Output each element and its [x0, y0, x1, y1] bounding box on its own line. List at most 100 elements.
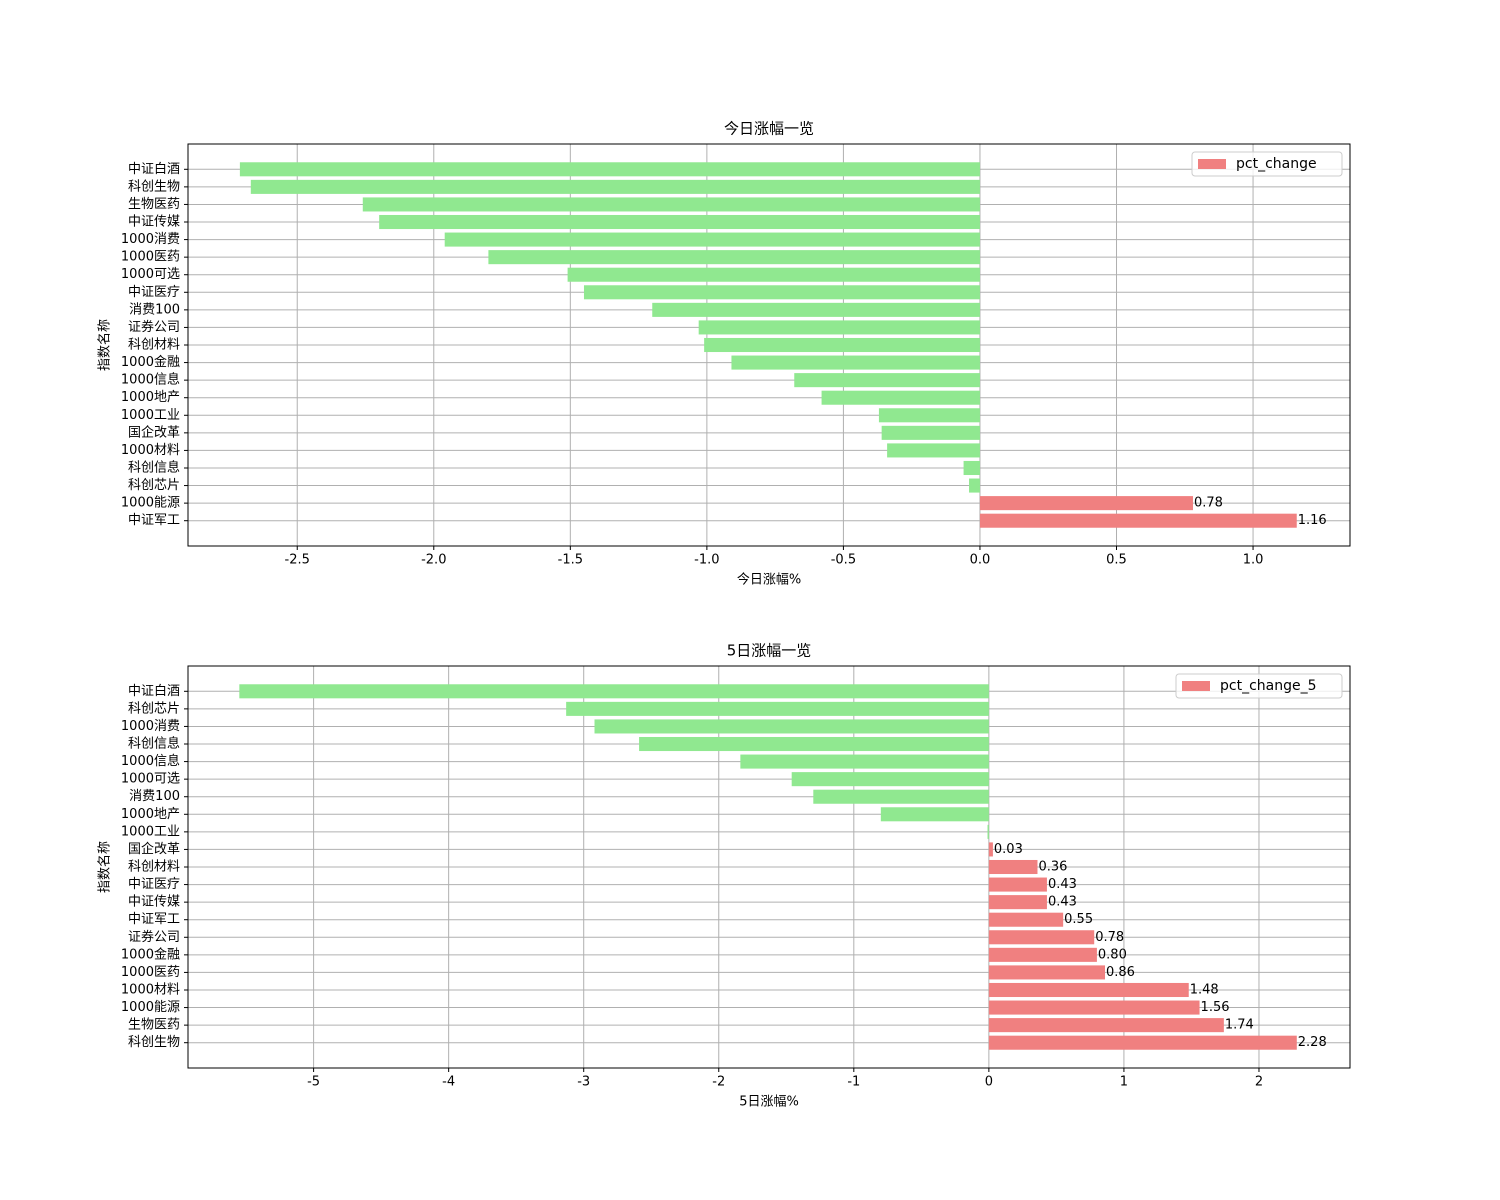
data-label: 0.78 — [1194, 496, 1223, 511]
bar — [594, 719, 989, 734]
y-tick-label: 科创生物 — [128, 179, 180, 194]
x-axis-label: 今日涨幅% — [737, 572, 801, 588]
data-label: 1.56 — [1201, 1000, 1230, 1015]
x-tick-label: 0.5 — [1106, 553, 1127, 568]
bar — [813, 789, 989, 804]
y-tick-label: 1000可选 — [121, 267, 180, 282]
y-tick-label: 1000材料 — [121, 982, 180, 997]
data-label: 1.74 — [1225, 1018, 1254, 1033]
legend-box — [1191, 151, 1343, 177]
data-label: 0.03 — [994, 842, 1023, 857]
x-tick-label: 2 — [1255, 1075, 1263, 1090]
x-tick-label: -1 — [847, 1075, 860, 1090]
bar — [988, 859, 1038, 875]
data-label: 0.55 — [1064, 912, 1093, 927]
data-label: 2.28 — [1298, 1035, 1327, 1050]
legend-label: pct_change_5 — [1220, 678, 1317, 694]
data-label: 0.36 — [1038, 860, 1067, 875]
y-tick-label: 中证军工 — [128, 912, 180, 927]
y-tick-label: 科创信息 — [128, 736, 180, 752]
legend-swatch — [1182, 681, 1210, 691]
x-tick-label: -1.5 — [558, 553, 583, 568]
y-tick-label: 1000工业 — [121, 408, 180, 423]
y-tick-label: 1000工业 — [121, 824, 180, 839]
y-tick-label: 中证传媒 — [128, 895, 180, 910]
y-tick-label: 中证传媒 — [128, 215, 180, 230]
y-tick-label: 1000信息 — [121, 372, 180, 388]
x-tick-label: -2.5 — [285, 553, 310, 568]
y-tick-label: 科创芯片 — [128, 478, 180, 493]
bar — [250, 179, 980, 194]
data-label: 0.86 — [1106, 965, 1135, 980]
bar — [988, 1035, 1297, 1050]
bar — [987, 824, 989, 839]
y-tick-label: 1000能源 — [121, 496, 180, 511]
legend-label: pct_change — [1236, 156, 1317, 172]
bar — [704, 337, 980, 353]
bar — [988, 1000, 1200, 1015]
y-tick-label: 科创材料 — [128, 860, 180, 875]
data-label: 0.43 — [1048, 895, 1077, 910]
bar — [698, 320, 980, 335]
bar — [444, 232, 980, 247]
y-tick-label: 中证医疗 — [128, 285, 180, 300]
y-tick-label: 中证医疗 — [128, 877, 180, 892]
y-tick-label: 国企改革 — [128, 841, 180, 857]
x-tick-label: 0.0 — [970, 553, 991, 568]
y-axis-label: 指数名称 — [97, 841, 113, 893]
bar — [988, 930, 1095, 945]
y-tick-label: 1000消费 — [121, 232, 180, 247]
y-tick-label: 1000医药 — [121, 250, 180, 265]
y-tick-label: 中证白酒 — [128, 683, 180, 699]
bar — [881, 425, 980, 440]
y-tick-label: 科创生物 — [128, 1035, 180, 1050]
y-tick-label: 生物医药 — [128, 197, 180, 212]
bar — [567, 267, 980, 282]
y-tick-label: 科创信息 — [128, 459, 180, 475]
y-tick-label: 消费100 — [129, 302, 180, 317]
x-tick-label: -2 — [712, 1075, 725, 1090]
x-axis-label: 5日涨幅% — [739, 1095, 799, 1110]
chart-title: 今日涨幅一览 — [724, 120, 814, 138]
y-tick-label: 科创材料 — [128, 338, 180, 353]
bar — [239, 684, 989, 699]
bar — [362, 197, 980, 212]
x-tick-label: -1.0 — [694, 553, 719, 568]
bar — [488, 250, 980, 265]
y-tick-label: 1000信息 — [121, 753, 180, 769]
y-tick-label: 中证白酒 — [128, 161, 180, 177]
y-tick-label: 1000金融 — [121, 354, 180, 370]
legend-swatch — [1198, 159, 1226, 169]
plot-frame — [187, 665, 1351, 1069]
bar — [791, 772, 989, 787]
bar — [379, 214, 980, 230]
bar — [239, 162, 980, 177]
data-label: 0.80 — [1098, 947, 1127, 962]
bar — [583, 285, 980, 300]
y-tick-label: 1000材料 — [121, 443, 180, 458]
y-tick-label: 1000消费 — [121, 719, 180, 734]
x-tick-label: -5 — [307, 1075, 320, 1090]
x-tick-label: -4 — [442, 1075, 455, 1090]
y-tick-label: 生物医药 — [128, 1018, 180, 1033]
plot-frame — [187, 143, 1351, 547]
y-tick-label: 科创芯片 — [128, 701, 180, 716]
data-label: 1.48 — [1190, 982, 1219, 997]
y-axis-label: 指数名称 — [97, 319, 113, 371]
bar — [979, 513, 1297, 528]
y-tick-label: 1000可选 — [121, 772, 180, 787]
bar — [566, 701, 989, 716]
x-tick-label: -2.0 — [421, 553, 446, 568]
bar — [988, 965, 1106, 980]
bar — [988, 895, 1047, 910]
bar — [878, 408, 980, 423]
x-tick-label: 0 — [985, 1075, 993, 1090]
y-tick-label: 国企改革 — [128, 424, 180, 440]
y-tick-label: 1000地产 — [121, 390, 180, 405]
data-label: 1.16 — [1298, 513, 1327, 528]
y-tick-label: 证券公司 — [128, 319, 180, 335]
bar — [988, 1018, 1224, 1033]
bar — [880, 807, 989, 822]
bar — [988, 982, 1189, 998]
